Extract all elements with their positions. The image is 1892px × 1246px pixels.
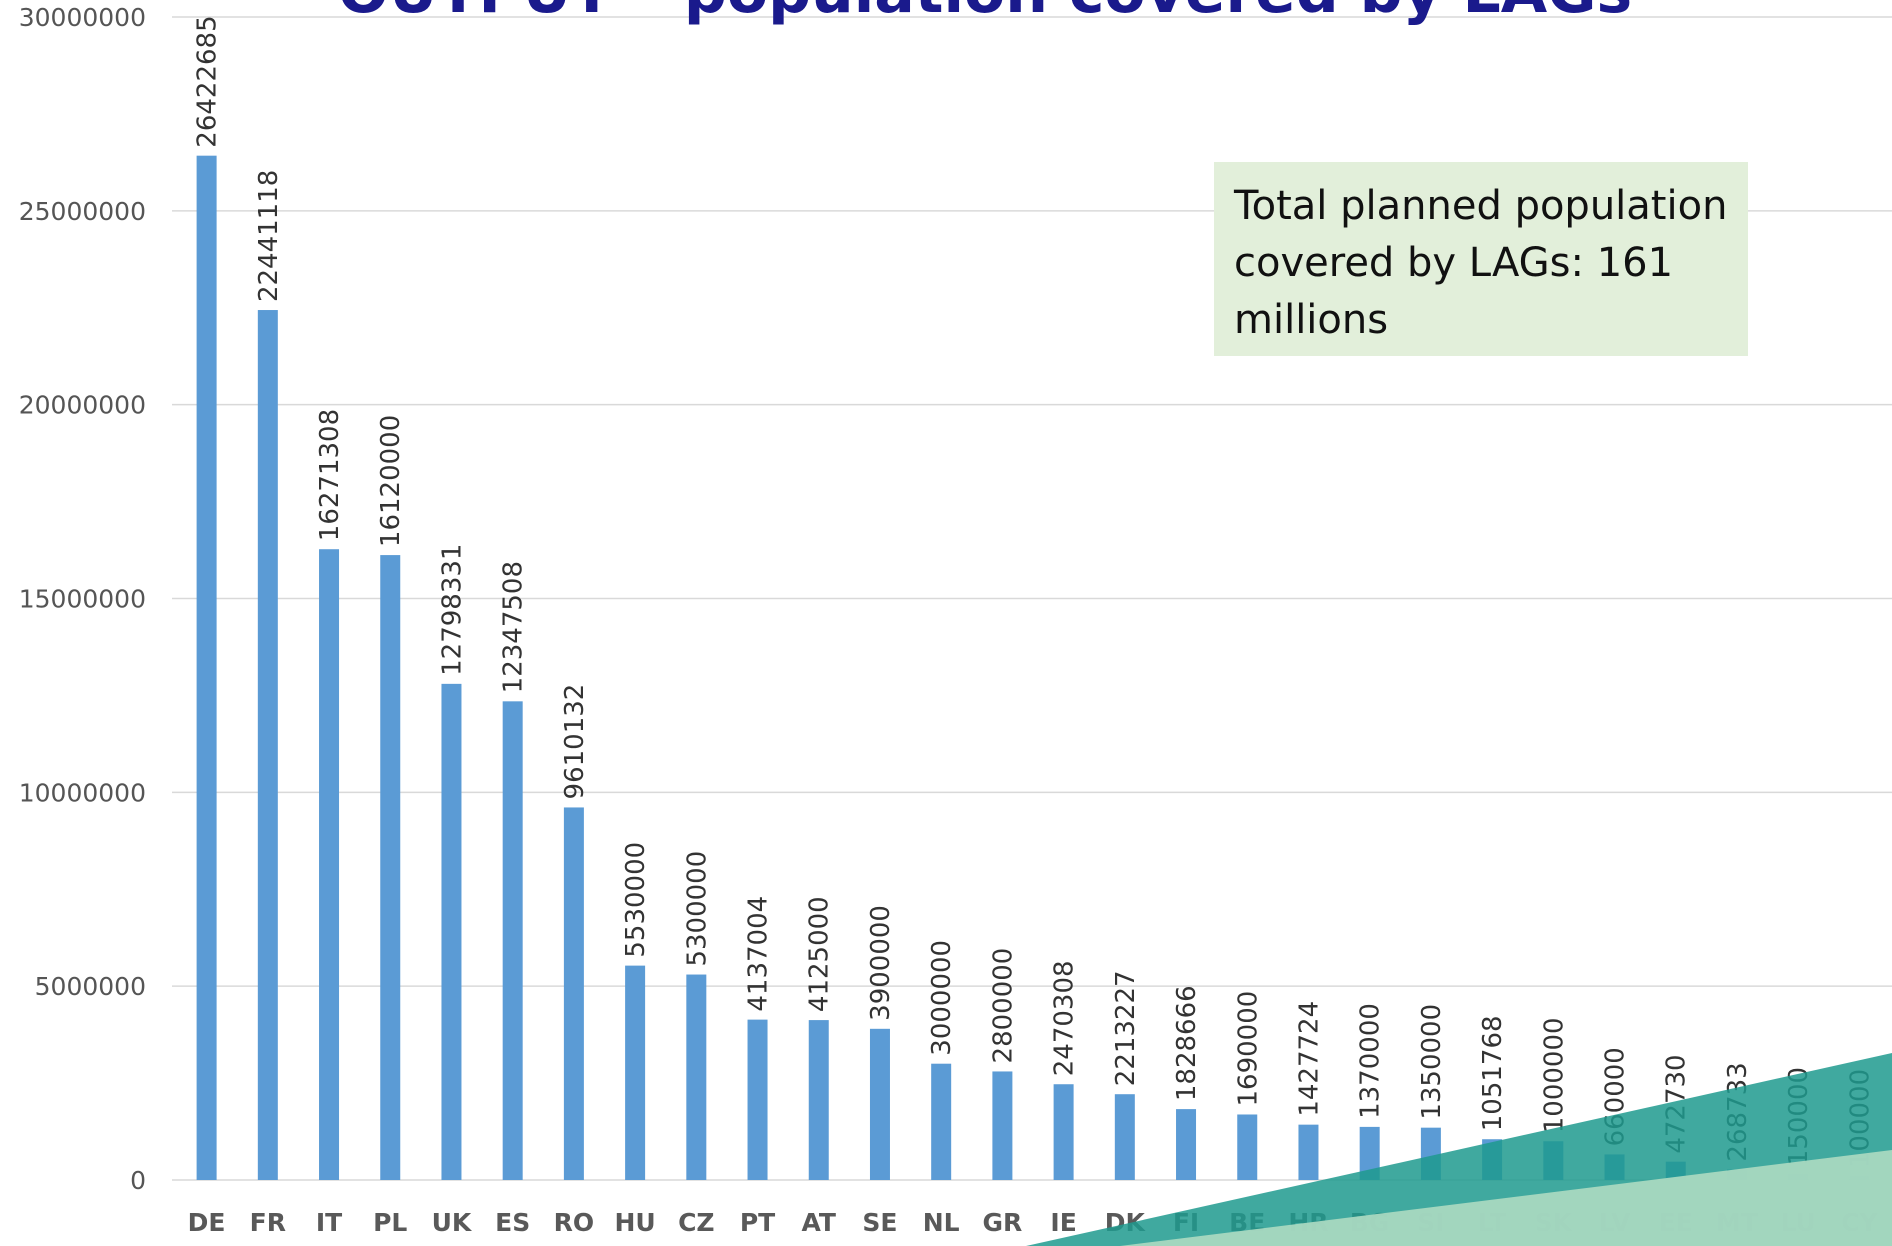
data-label: 1051768 xyxy=(1478,1015,1508,1131)
data-label: 2800000 xyxy=(988,948,1018,1064)
data-label: 4125000 xyxy=(805,896,835,1012)
bar xyxy=(992,1071,1013,1180)
x-tick-label: GR xyxy=(983,1208,1023,1237)
plot: 0 5000000 10000000 15000000 20000000 25000000… xyxy=(19,3,1892,1237)
data-label: 1690000 xyxy=(1233,991,1263,1107)
bar xyxy=(1359,1126,1380,1180)
bar xyxy=(196,155,217,1181)
bar xyxy=(686,974,707,1180)
x-tick-label: HU xyxy=(614,1208,655,1237)
bar xyxy=(869,1028,890,1180)
chart-title: OUTPUT – population covered by LAGs xyxy=(338,0,1632,27)
data-label: 3000000 xyxy=(927,940,957,1056)
data-label: 1427724 xyxy=(1294,1001,1324,1117)
data-label: 5530000 xyxy=(621,842,651,958)
y-tick-label: 25000000 xyxy=(19,197,146,226)
bar xyxy=(380,555,401,1180)
decoration xyxy=(1026,1053,1892,1246)
data-label: 5300000 xyxy=(682,851,712,967)
data-label: 1350000 xyxy=(1417,1004,1447,1120)
bar xyxy=(1053,1084,1074,1180)
x-tick-label: SE xyxy=(862,1208,897,1237)
x-tick-label: IE xyxy=(1050,1208,1076,1237)
x-tick-label: AT xyxy=(802,1208,836,1237)
bar xyxy=(931,1063,952,1180)
data-label: 26422685 xyxy=(193,15,223,147)
bar xyxy=(1176,1109,1197,1180)
data-label: 1828666 xyxy=(1172,985,1202,1101)
data-label: 16271308 xyxy=(315,409,345,541)
data-label: 1000000 xyxy=(1539,1017,1569,1133)
y-tick-label: 30000000 xyxy=(19,3,146,32)
x-tick-label: PT xyxy=(740,1208,775,1237)
x-tick-label: PL xyxy=(373,1208,407,1237)
x-tick-label: IT xyxy=(316,1208,342,1237)
x-tick-label: FR xyxy=(250,1208,286,1237)
y-tick-label: 20000000 xyxy=(19,391,146,420)
y-tick-label: 5000000 xyxy=(35,972,146,1001)
data-label: 12798331 xyxy=(437,544,467,676)
bar xyxy=(808,1020,829,1180)
data-label: 1370000 xyxy=(1356,1003,1386,1119)
data-label: 2470308 xyxy=(1050,960,1080,1076)
data-label: 22441118 xyxy=(254,170,284,302)
x-tick-label: ES xyxy=(495,1208,530,1237)
data-label: 16120000 xyxy=(376,415,406,547)
bar xyxy=(319,549,340,1180)
x-tick-label: RO xyxy=(554,1208,595,1237)
bar xyxy=(502,701,523,1180)
x-tick-label: CZ xyxy=(678,1208,714,1237)
bar xyxy=(257,310,278,1180)
bar xyxy=(1114,1094,1135,1180)
bar xyxy=(1298,1124,1319,1180)
data-label: 9610132 xyxy=(560,684,590,800)
y-tick-label: 15000000 xyxy=(19,585,146,614)
y-tick-label: 10000000 xyxy=(19,778,146,807)
bar xyxy=(1237,1114,1258,1180)
x-tick-label: UK xyxy=(432,1208,473,1237)
data-label: 3900000 xyxy=(866,905,896,1021)
data-label: 4137004 xyxy=(744,896,774,1012)
data-label: 2213227 xyxy=(1111,970,1141,1086)
bar xyxy=(441,683,462,1180)
x-tick-label: NL xyxy=(923,1208,960,1237)
bar xyxy=(625,965,646,1180)
annotation: Total planned population covered by LAGs… xyxy=(1214,162,1748,356)
decor-band xyxy=(1120,1150,1892,1246)
y-tick-label: 0 xyxy=(130,1166,146,1195)
bar xyxy=(563,807,584,1180)
bar xyxy=(747,1019,768,1180)
x-tick-label: DE xyxy=(188,1208,226,1237)
data-label: 12347508 xyxy=(499,561,529,693)
